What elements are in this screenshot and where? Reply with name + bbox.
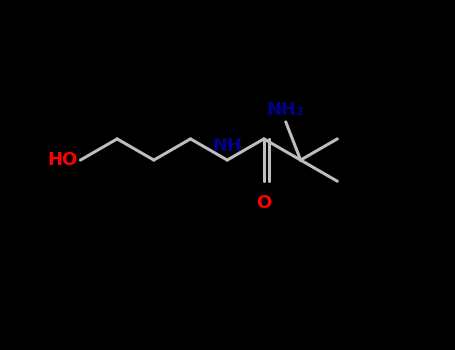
Text: HO: HO (48, 151, 78, 169)
Text: NH₂: NH₂ (267, 102, 305, 119)
Text: NH: NH (212, 137, 242, 155)
Text: O: O (256, 194, 272, 212)
